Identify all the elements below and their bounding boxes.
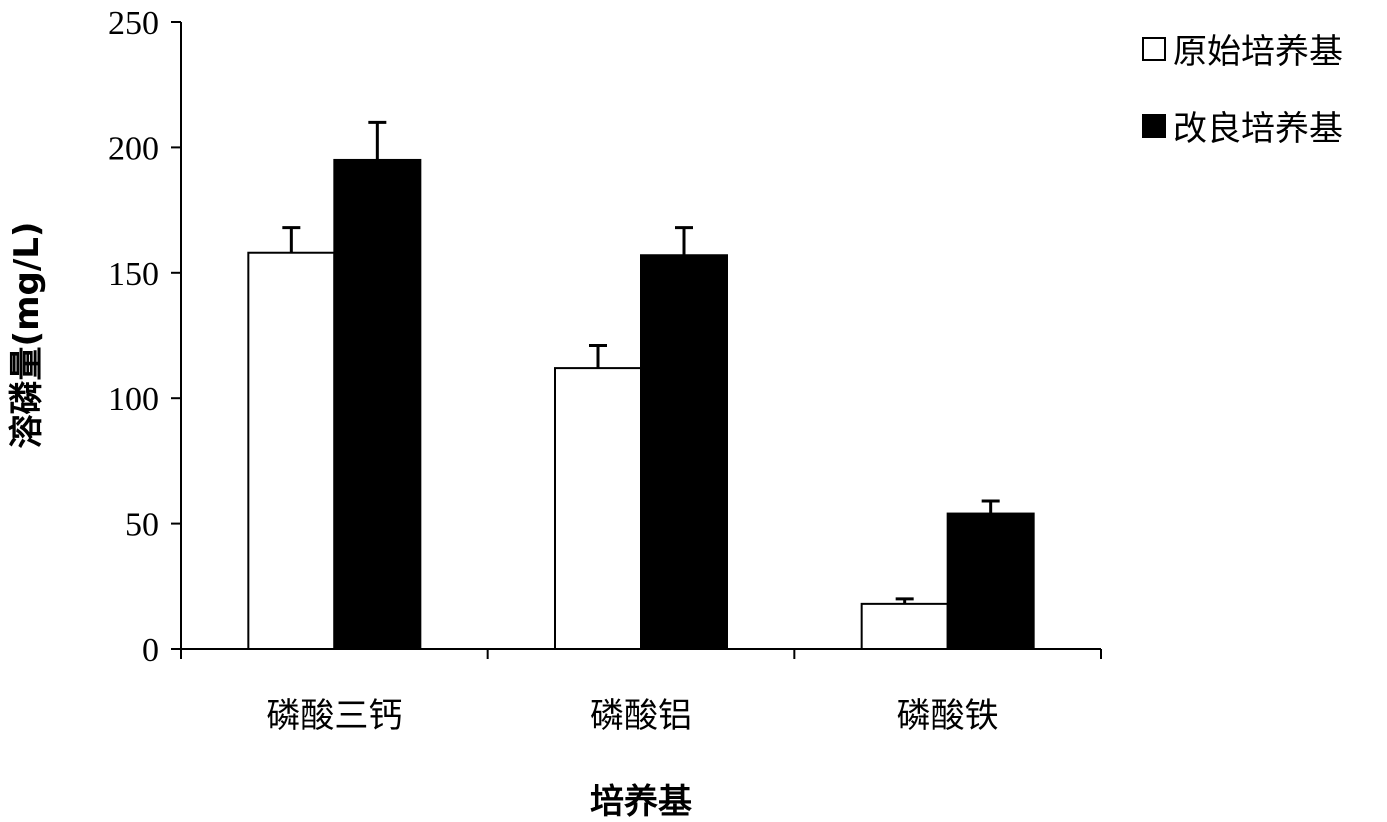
legend: 原始培养基 改良培养基	[1142, 32, 1343, 149]
x-axis-ticks	[180, 649, 1102, 659]
legend-label-original: 原始培养基	[1173, 32, 1343, 72]
bars	[247, 158, 1035, 651]
y-axis-ticks: 0 50 100 150 200 250	[108, 5, 181, 669]
y-tick-label: 200	[108, 130, 159, 167]
bar	[247, 251, 336, 650]
bar	[860, 602, 949, 651]
y-tick-label: 150	[108, 256, 159, 293]
legend-swatch-improved	[1142, 114, 1166, 138]
y-axis-title: 溶磷量(mg/L)	[7, 222, 47, 449]
category-label: 磷酸铁	[897, 696, 999, 736]
error-bar	[675, 226, 693, 256]
y-tick-label: 250	[108, 5, 159, 42]
bar	[554, 367, 642, 650]
y-tick-label: 50	[125, 507, 159, 544]
error-bar	[368, 120, 387, 160]
error-bar	[282, 226, 301, 253]
bar	[946, 512, 1035, 650]
x-axis-title: 培养基	[590, 782, 692, 822]
category-label: 磷酸铝	[590, 696, 692, 736]
legend-label-improved: 改良培养基	[1173, 109, 1343, 149]
category-labels: 磷酸三钙 磷酸铝 磷酸铁	[266, 696, 998, 736]
category-label: 磷酸三钙	[266, 696, 402, 736]
bar	[333, 158, 422, 650]
error-bar	[589, 344, 607, 369]
y-tick-label: 100	[108, 381, 159, 418]
legend-swatch-original	[1142, 37, 1166, 61]
bar	[640, 254, 728, 651]
error-bar	[895, 597, 914, 604]
error-bar	[981, 499, 1000, 514]
error-bars	[282, 120, 1000, 604]
y-tick-label: 0	[142, 632, 159, 669]
